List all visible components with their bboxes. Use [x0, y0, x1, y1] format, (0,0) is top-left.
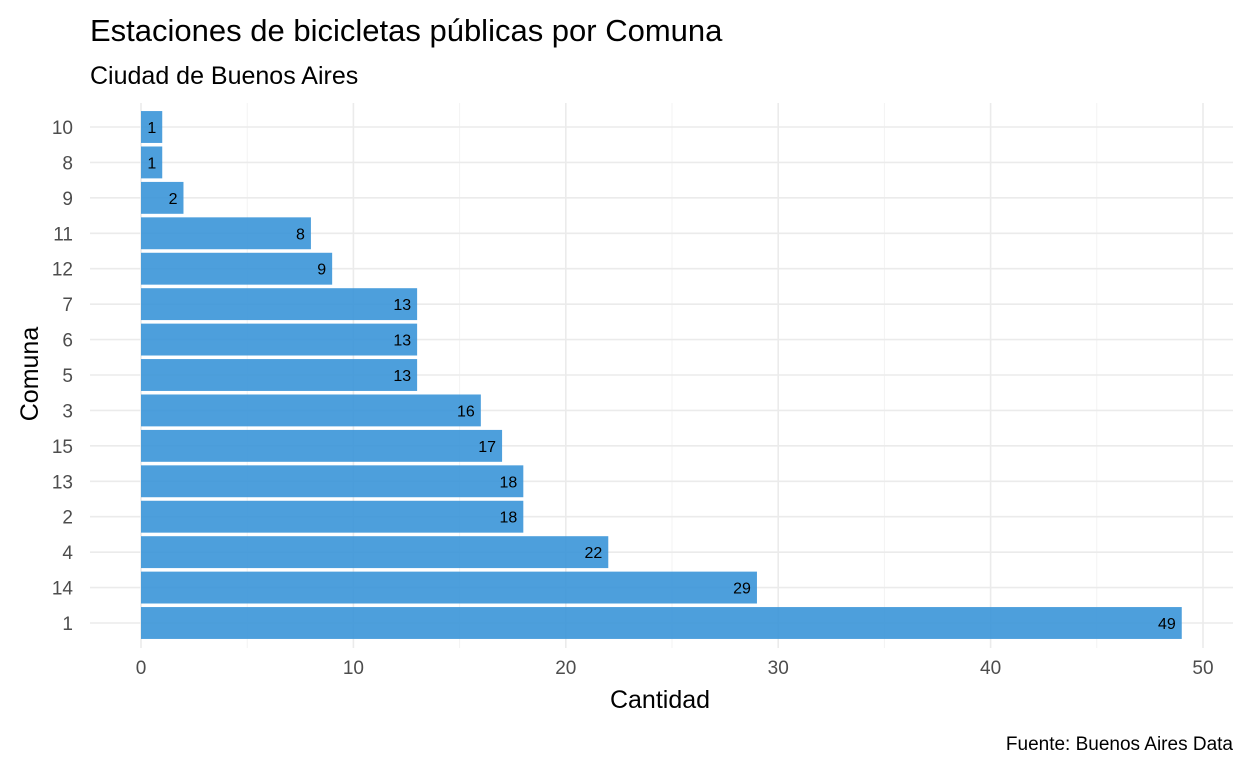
bar-value-label: 29: [733, 581, 751, 598]
bar-value-label: 13: [393, 333, 411, 350]
x-tick-label: 40: [980, 658, 1001, 679]
bar: [141, 394, 481, 427]
y-tick-label: 8: [62, 153, 73, 174]
y-tick-label: 5: [62, 366, 73, 387]
y-tick-label: 14: [52, 579, 74, 600]
bar-value-label: 13: [393, 368, 411, 385]
bar: [141, 146, 163, 179]
bar-value-label: 18: [500, 510, 518, 527]
bar: [141, 217, 311, 250]
bar-value-label: 1: [147, 155, 156, 172]
bar-value-label: 17: [478, 439, 496, 456]
bar-value-label: 22: [584, 545, 602, 562]
y-axis-title: Comuna: [16, 327, 44, 422]
y-tick-label: 11: [53, 224, 73, 245]
bar: [141, 571, 757, 604]
bar: [141, 252, 333, 285]
y-tick-label: 13: [52, 472, 73, 493]
chart-title: Estaciones de bicicletas públicas por Co…: [90, 13, 723, 48]
x-tick-label: 50: [1192, 658, 1213, 679]
bar-value-label: 2: [169, 191, 178, 208]
chart-caption: Fuente: Buenos Aires Data: [1006, 734, 1234, 755]
y-tick-label: 9: [62, 189, 73, 210]
x-tick-label: 30: [768, 658, 789, 679]
bar-value-label: 49: [1158, 616, 1176, 633]
chart-subtitle: Ciudad de Buenos Aires: [90, 62, 358, 90]
y-tick-label: 6: [62, 331, 73, 352]
y-tick-label: 2: [62, 508, 73, 529]
bar-value-label: 1: [147, 120, 156, 137]
bar: [141, 288, 418, 321]
bar: [141, 536, 609, 569]
x-tick-label: 0: [136, 658, 147, 679]
y-tick-label: 7: [62, 295, 73, 316]
bar: [141, 323, 418, 356]
bar-value-label: 13: [393, 297, 411, 314]
bars: 1 1 2 8 9 13 13 13 16 17 18 18 22 29 49: [141, 111, 1182, 639]
y-tick-label: 15: [52, 437, 73, 458]
bar-value-label: 18: [500, 474, 518, 491]
bar: [141, 181, 184, 214]
x-tick-label: 20: [555, 658, 576, 679]
x-axis-title: Cantidad: [610, 686, 710, 714]
y-tick-label: 3: [62, 401, 73, 422]
bar-value-label: 8: [296, 226, 305, 243]
y-tick-label: 4: [62, 543, 73, 564]
bar: [141, 429, 503, 462]
bar: [141, 607, 1182, 639]
bar-value-label: 9: [317, 262, 326, 279]
y-tick-label: 10: [52, 118, 73, 139]
bar: [141, 359, 418, 391]
y-tick-label: 12: [52, 260, 73, 281]
bar: [141, 500, 524, 533]
y-tick-label: 1: [62, 614, 73, 635]
x-tick-label: 10: [343, 658, 364, 679]
bar-value-label: 16: [457, 403, 475, 420]
bar: [141, 111, 163, 143]
bar: [141, 465, 524, 498]
